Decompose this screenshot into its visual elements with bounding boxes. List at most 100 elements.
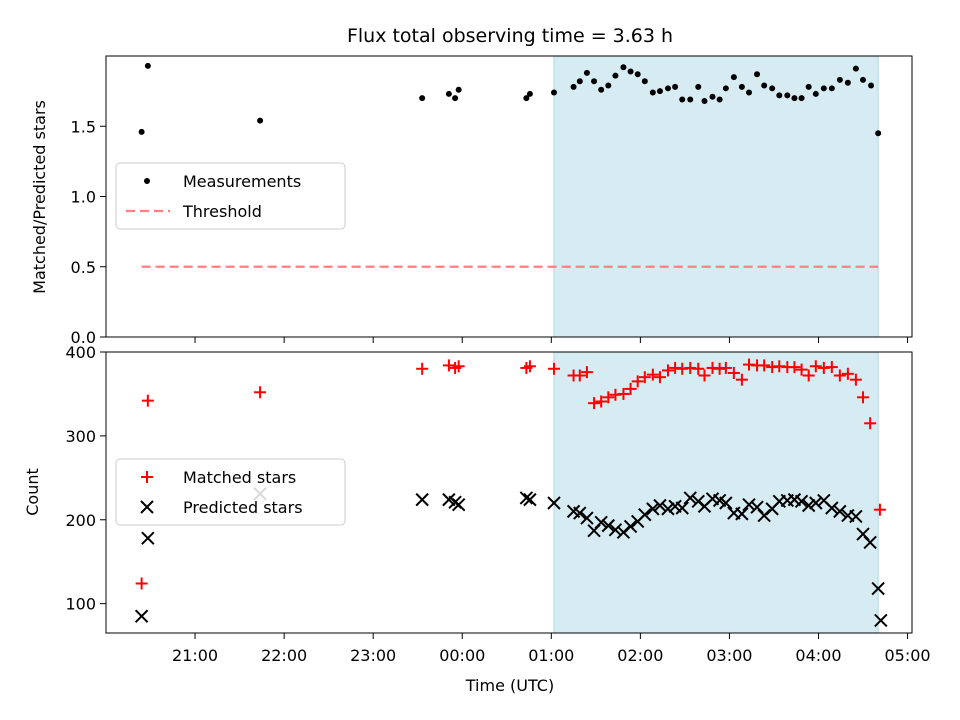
bottom-legend-box (115, 458, 346, 526)
matched-star-point (809, 360, 822, 373)
matched-star-point (602, 391, 615, 404)
matched-star-point (727, 366, 740, 379)
predicted-star-point (683, 491, 697, 505)
matched-star-point (833, 369, 846, 382)
predicted-star-point (646, 502, 660, 516)
measurement-point (257, 117, 264, 124)
predicted-star-point (871, 581, 885, 596)
matched-star-point (416, 362, 429, 375)
predicted-star-point (742, 497, 756, 512)
predicted-star-point (801, 498, 816, 513)
measurement-point (523, 95, 530, 102)
predicted-star-point (594, 515, 608, 529)
matched-star-point (452, 360, 465, 373)
measurement-point (776, 92, 783, 99)
measurement-point (583, 69, 590, 76)
predicted-star-point (833, 504, 847, 519)
matched-star-point (547, 362, 560, 375)
top-panel: 0.0 0.5 1.0 1.5 Matched/Predicted stars Mea… (30, 55, 913, 347)
predicted-star-point (451, 497, 466, 512)
bottom-y-ticks: 100 200 300 400 (65, 343, 106, 614)
measurement-point (769, 85, 776, 92)
x-axis-label: Time (UTC) (465, 676, 554, 695)
legend-matched-marker (141, 471, 153, 483)
predicted-stars-points (134, 487, 888, 628)
measurement-point (138, 128, 145, 135)
matched-star-point (617, 387, 630, 400)
matched-star-point (588, 397, 601, 410)
measurement-point (452, 95, 459, 102)
predicted-star-point (580, 511, 594, 525)
bottom-y-axis-label: Count (23, 468, 42, 516)
measurement-point (701, 97, 708, 104)
measurement-point (836, 76, 843, 83)
measurement-point (730, 74, 737, 81)
measurement-point (798, 95, 805, 102)
measurement-point (844, 79, 851, 86)
measurement-point (761, 82, 768, 89)
measurement-point (805, 83, 812, 90)
bottom-plot-frame (105, 351, 913, 634)
measurement-point (627, 68, 634, 75)
predicted-star-point (735, 507, 749, 521)
measurement-point (754, 71, 761, 78)
matched-star-point (254, 386, 267, 399)
measurement-point (738, 83, 745, 90)
predicted-star-point (809, 496, 823, 510)
predicted-star-point (141, 531, 155, 545)
predicted-star-point (601, 518, 616, 533)
matched-star-point (735, 373, 748, 386)
x-tick-label: 05:00 (884, 646, 930, 665)
matched-star-point (857, 391, 870, 404)
x-tick-label: 02:00 (617, 646, 663, 665)
measurement-point (598, 86, 605, 93)
predicted-star-point (863, 535, 877, 550)
legend-matched-label: Matched stars (183, 468, 296, 487)
measurement-point (687, 96, 694, 103)
chart-title: Flux total observing time = 3.63 h (347, 25, 673, 47)
y-tick-label: 200 (65, 511, 96, 530)
legend-threshold-label: Threshold (182, 202, 262, 221)
measurement-point (679, 96, 686, 103)
matched-star-point (135, 577, 148, 590)
matched-star-point (692, 362, 705, 375)
y-tick-label: 100 (65, 595, 96, 614)
matched-star-point (698, 369, 711, 382)
predicted-star-point (638, 508, 652, 522)
x-tick-label: 00:00 (439, 646, 485, 665)
matched-stars-points (135, 358, 886, 590)
top-legend-box (115, 162, 346, 230)
measurement-point (709, 93, 716, 100)
measurement-point (641, 78, 648, 85)
measurement-point (526, 90, 533, 97)
predicted-star-point (573, 506, 587, 520)
predicted-star-point (608, 523, 623, 537)
y-tick-label: 0.5 (71, 258, 96, 277)
measurement-point (419, 95, 426, 102)
predicted-star-point (415, 492, 429, 507)
matched-star-point (638, 371, 651, 384)
measurement-point (605, 82, 612, 89)
legend-predicted-label: Predicted stars (183, 498, 303, 517)
y-tick-label: 400 (65, 343, 96, 362)
top-y-ticks: 0.0 0.5 1.0 1.5 (71, 117, 106, 347)
predicted-star-point (661, 502, 675, 516)
top-legend: Measurements Threshold (115, 162, 346, 230)
x-tick-label: 23:00 (350, 646, 396, 665)
measurement-point (828, 85, 835, 92)
measurement-points (138, 62, 882, 137)
measurement-point (820, 85, 827, 92)
top-shaded-interval (553, 55, 879, 338)
predicted-star-point (547, 496, 561, 510)
matched-star-point (825, 361, 838, 374)
measurement-point (576, 78, 583, 85)
matched-star-point (595, 395, 608, 408)
predicted-star-point (719, 496, 733, 510)
matched-star-point (573, 369, 586, 382)
predicted-star-point (134, 609, 149, 623)
bottom-x-ticks: 21:00 22:00 23:00 00:00 01:00 02:00 03:00 04:00… (172, 633, 931, 665)
matched-star-point (719, 361, 732, 374)
measurement-point (445, 90, 452, 97)
legend-predicted-marker (140, 500, 154, 514)
y-tick-label: 1.5 (71, 117, 96, 136)
